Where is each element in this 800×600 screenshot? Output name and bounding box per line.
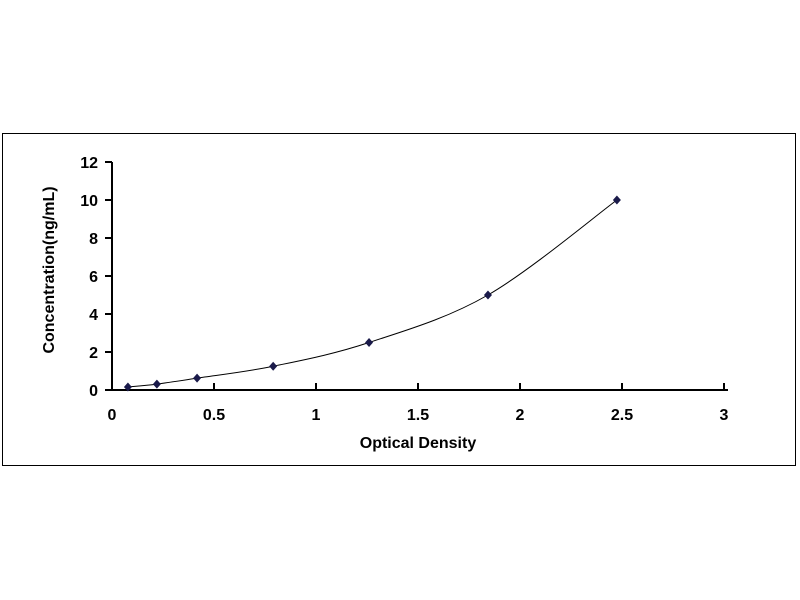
x-tick-label: 3 [720, 407, 729, 424]
y-tick-label: 12 [80, 155, 98, 172]
chart-frame [2, 133, 796, 466]
x-tick-label: 2 [516, 407, 525, 424]
y-tick-label: 10 [80, 193, 98, 210]
data-point [123, 382, 132, 392]
y-tick-label: 2 [89, 345, 98, 362]
data-point [365, 338, 374, 347]
fitted-curve [127, 199, 618, 388]
x-tick-label: 2.5 [611, 407, 633, 424]
data-point [269, 361, 278, 371]
y-tick-label: 4 [89, 307, 98, 324]
y-axis-label: Concentration(ng/mL) [41, 186, 58, 353]
x-tick-label: 0 [108, 407, 117, 424]
y-tick-label: 6 [89, 269, 98, 286]
x-tick-label: 1.5 [407, 407, 429, 424]
data-point [612, 195, 621, 205]
x-tick-label: 0.5 [203, 407, 225, 424]
data-point [152, 379, 161, 389]
x-axis-label: Optical Density [360, 435, 477, 452]
x-tick-label: 1 [312, 407, 321, 424]
y-tick-label: 8 [89, 231, 98, 248]
data-point [483, 290, 492, 300]
y-tick-label: 0 [89, 383, 98, 400]
data-point [193, 373, 202, 383]
